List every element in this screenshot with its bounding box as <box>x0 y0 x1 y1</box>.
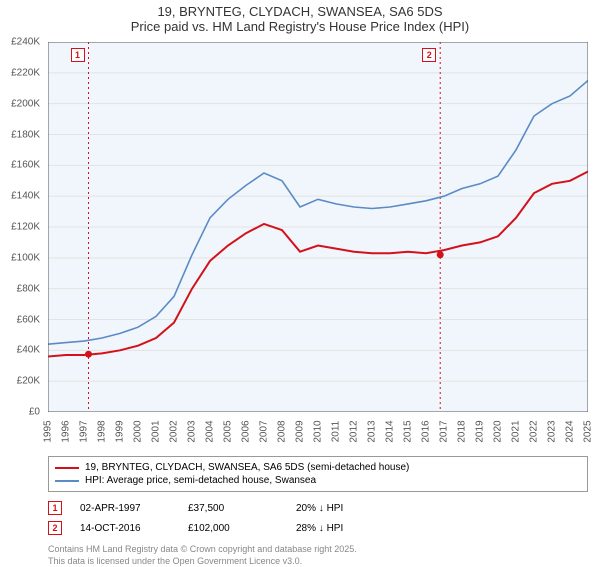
y-tick-label: £0 <box>29 407 40 418</box>
x-tick-label: 2004 <box>205 420 216 442</box>
data-point-marker: 2 <box>48 521 62 535</box>
title-block: 19, BRYNTEG, CLYDACH, SWANSEA, SA6 5DS P… <box>0 0 600 36</box>
x-tick-label: 2023 <box>547 420 558 442</box>
data-point-price: £37,500 <box>188 503 278 514</box>
x-tick-label: 2011 <box>331 421 342 443</box>
legend-swatch <box>55 480 79 482</box>
data-point-delta: 28% ↓ HPI <box>296 523 386 534</box>
x-tick-label: 2016 <box>421 420 432 442</box>
title-subtitle: Price paid vs. HM Land Registry's House … <box>0 19 600 34</box>
x-tick-label: 2005 <box>223 420 234 442</box>
legend-row: HPI: Average price, semi-detached house,… <box>55 474 581 487</box>
x-tick-label: 2012 <box>349 420 360 442</box>
y-tick-label: £20K <box>17 376 40 387</box>
x-tick-label: 2003 <box>187 420 198 442</box>
legend-box: 19, BRYNTEG, CLYDACH, SWANSEA, SA6 5DS (… <box>48 456 588 492</box>
y-tick-label: £60K <box>17 314 40 325</box>
y-tick-label: £200K <box>11 98 40 109</box>
credits-line2: This data is licensed under the Open Gov… <box>48 556 588 567</box>
x-tick-label: 2024 <box>565 420 576 442</box>
y-tick-label: £40K <box>17 345 40 356</box>
x-tick-label: 2009 <box>295 420 306 442</box>
marker-dot-1 <box>85 351 92 358</box>
x-tick-label: 2017 <box>439 420 450 442</box>
data-point-date: 14-OCT-2016 <box>80 523 170 534</box>
data-point-row: 1 02-APR-1997 £37,500 20% ↓ HPI <box>48 498 588 518</box>
data-point-marker: 1 <box>48 501 62 515</box>
marker-dot-2 <box>437 251 444 258</box>
data-point-row: 2 14-OCT-2016 £102,000 28% ↓ HPI <box>48 518 588 538</box>
y-tick-label: £180K <box>11 129 40 140</box>
x-tick-label: 2001 <box>151 420 162 442</box>
x-tick-label: 2002 <box>169 420 180 442</box>
x-tick-label: 2008 <box>277 420 288 442</box>
y-tick-label: £120K <box>11 222 40 233</box>
x-tick-label: 2014 <box>385 420 396 442</box>
x-tick-label: 2013 <box>367 420 378 442</box>
x-tick-label: 1998 <box>97 420 108 442</box>
x-tick-label: 2022 <box>529 420 540 442</box>
data-point-rows: 1 02-APR-1997 £37,500 20% ↓ HPI 2 14-OCT-2016… <box>48 498 588 538</box>
x-tick-label: 1999 <box>115 420 126 442</box>
legend-text: 19, BRYNTEG, CLYDACH, SWANSEA, SA6 5DS (… <box>85 462 409 473</box>
marker-label-2: 2 <box>422 48 436 62</box>
y-axis-labels: £0£20K£40K£60K£80K£100K£120K£140K£160K£1… <box>0 42 44 412</box>
credits-line1: Contains HM Land Registry data © Crown c… <box>48 544 588 556</box>
chart-container: 19, BRYNTEG, CLYDACH, SWANSEA, SA6 5DS P… <box>0 0 600 560</box>
legend-footer: 19, BRYNTEG, CLYDACH, SWANSEA, SA6 5DS (… <box>48 456 588 538</box>
credits: Contains HM Land Registry data © Crown c… <box>48 544 588 567</box>
title-address: 19, BRYNTEG, CLYDACH, SWANSEA, SA6 5DS <box>0 4 600 19</box>
x-tick-label: 2025 <box>583 420 594 442</box>
x-tick-label: 1997 <box>79 420 90 442</box>
legend-row: 19, BRYNTEG, CLYDACH, SWANSEA, SA6 5DS (… <box>55 461 581 474</box>
y-tick-label: £160K <box>11 160 40 171</box>
data-point-date: 02-APR-1997 <box>80 503 170 514</box>
data-point-delta: 20% ↓ HPI <box>296 503 386 514</box>
x-axis-labels: 1995199619971998199920002001200220032004… <box>48 412 588 448</box>
chart-svg <box>48 42 588 412</box>
chart-area: £0£20K£40K£60K£80K£100K£120K£140K£160K£1… <box>48 42 588 412</box>
data-point-price: £102,000 <box>188 523 278 534</box>
legend-text: HPI: Average price, semi-detached house,… <box>85 475 316 486</box>
x-tick-label: 2010 <box>313 420 324 442</box>
x-tick-label: 2020 <box>493 420 504 442</box>
y-tick-label: £80K <box>17 283 40 294</box>
y-tick-label: £100K <box>11 252 40 263</box>
x-tick-label: 2015 <box>403 420 414 442</box>
y-tick-label: £140K <box>11 191 40 202</box>
y-tick-label: £240K <box>11 37 40 48</box>
y-tick-label: £220K <box>11 67 40 78</box>
x-tick-label: 2006 <box>241 420 252 442</box>
x-tick-label: 2021 <box>511 420 522 442</box>
x-tick-label: 2019 <box>475 420 486 442</box>
marker-label-1: 1 <box>71 48 85 62</box>
legend-swatch <box>55 467 79 469</box>
x-tick-label: 1996 <box>61 420 72 442</box>
x-tick-label: 2007 <box>259 420 270 442</box>
x-tick-label: 1995 <box>43 420 54 442</box>
x-tick-label: 2018 <box>457 420 468 442</box>
x-tick-label: 2000 <box>133 420 144 442</box>
